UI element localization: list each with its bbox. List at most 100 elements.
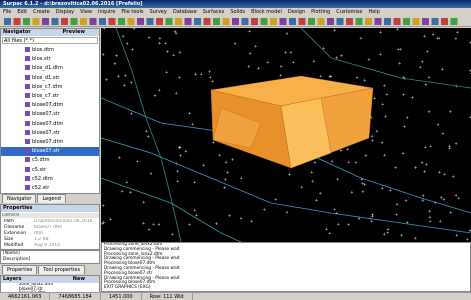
menu-item[interactable]: Design (288, 9, 305, 15)
file-icon (25, 47, 30, 52)
point-marker: + (394, 165, 397, 170)
menu-item[interactable]: Plotting (311, 9, 330, 15)
file-item[interactable]: blox_d1.dtm (1, 64, 99, 73)
point-marker: + (142, 199, 145, 204)
file-item[interactable]: blox.dtm (1, 46, 99, 55)
point-marker: + (386, 230, 389, 235)
point-marker: + (158, 41, 161, 46)
toolbar-button[interactable] (166, 18, 173, 25)
menu-item[interactable]: Block model (251, 9, 282, 15)
file-item[interactable]: c52.dtm (1, 175, 99, 184)
toolbar-button[interactable] (251, 18, 258, 25)
point-marker: + (383, 83, 386, 88)
menu-item[interactable]: Solids (230, 9, 245, 15)
menu-item[interactable]: File (3, 9, 11, 15)
file-item[interactable]: c5.str (1, 166, 99, 175)
toolbar-button[interactable] (156, 18, 163, 25)
toolbar-button[interactable] (14, 18, 21, 25)
point-marker: + (427, 109, 430, 114)
file-item[interactable]: bloxe07.dtm (1, 101, 99, 110)
menu-item[interactable]: Help (368, 9, 379, 15)
toolbar-button[interactable] (318, 18, 325, 25)
toolbar-button[interactable] (137, 18, 144, 25)
tab[interactable]: Navigator (2, 194, 36, 203)
toolbar-button[interactable] (346, 18, 353, 25)
toolbar-button[interactable] (90, 18, 97, 25)
point-marker: + (381, 102, 384, 107)
toolbar-button[interactable] (128, 18, 135, 25)
toolbar-button[interactable] (52, 18, 59, 25)
toolbar-button[interactable] (204, 18, 211, 25)
toolbar-button[interactable] (441, 18, 448, 25)
toolbar-button[interactable] (403, 18, 410, 25)
menu-item[interactable]: Inquire (98, 9, 115, 15)
point-marker: + (152, 221, 155, 226)
toolbar-button[interactable] (42, 18, 49, 25)
toolbar-button[interactable] (71, 18, 78, 25)
toolbar-button[interactable] (99, 18, 106, 25)
toolbar-button[interactable] (337, 18, 344, 25)
toolbar-button[interactable] (147, 18, 154, 25)
toolbar-button[interactable] (289, 18, 296, 25)
toolbar-button[interactable] (432, 18, 439, 25)
toolbar-button[interactable] (261, 18, 268, 25)
file-item[interactable]: blox_c7.str (1, 92, 99, 101)
file-item[interactable]: bloxe07.str (1, 110, 99, 119)
tab[interactable]: Tool properties (38, 265, 85, 274)
point-marker: + (315, 198, 318, 203)
menu-item[interactable]: Create (33, 9, 50, 15)
toolbar-button[interactable] (413, 18, 420, 25)
toolbar-button[interactable] (175, 18, 182, 25)
filter-box[interactable]: All files (*.*) (2, 37, 98, 44)
menu-item[interactable]: Database (173, 9, 197, 15)
toolbar-button[interactable] (356, 18, 363, 25)
file-item[interactable]: c5.dtm (1, 156, 99, 165)
point-marker: + (379, 30, 382, 35)
toolbar-button[interactable] (365, 18, 372, 25)
menu-item[interactable]: File tools (121, 9, 143, 15)
toolbar-button[interactable] (61, 18, 68, 25)
toolbar-button[interactable] (422, 18, 429, 25)
toolbar-button[interactable] (375, 18, 382, 25)
file-item[interactable]: bloxe07.str (1, 147, 99, 156)
menu-item[interactable]: View (80, 9, 92, 15)
menu-item[interactable]: Surfaces (203, 9, 225, 15)
toolbar-button[interactable] (270, 18, 277, 25)
status-field: 4662161.063 (0, 293, 50, 300)
file-item[interactable]: c52.str (1, 184, 99, 193)
file-item[interactable]: bloxe07.dtm (1, 120, 99, 129)
menu-item[interactable]: Survey (149, 9, 166, 15)
toolbar-button[interactable] (242, 18, 249, 25)
toolbar-button[interactable] (185, 18, 192, 25)
toolbar-button[interactable] (384, 18, 391, 25)
toolbar-button[interactable] (118, 18, 125, 25)
toolbar-button[interactable] (232, 18, 239, 25)
file-item[interactable]: blox.str (1, 55, 99, 64)
toolbar-button[interactable] (223, 18, 230, 25)
toolbar-button[interactable] (33, 18, 40, 25)
menu-item[interactable]: Customise (336, 9, 362, 15)
file-item[interactable]: bloxe07.dtm (1, 138, 99, 147)
toolbar-button[interactable] (213, 18, 220, 25)
toolbar-button[interactable] (23, 18, 30, 25)
point-marker: + (337, 221, 340, 226)
file-item[interactable]: blox_c7.dtm (1, 83, 99, 92)
toolbar-button[interactable] (280, 18, 287, 25)
toolbar-button[interactable] (4, 18, 11, 25)
toolbar-button[interactable] (308, 18, 315, 25)
menu-item[interactable]: Edit (17, 9, 27, 15)
toolbar-button[interactable] (80, 18, 87, 25)
file-item[interactable]: bloxe07.str (1, 129, 99, 138)
new-layer-button[interactable]: New (73, 276, 85, 283)
file-item[interactable]: blox_d1.str (1, 74, 99, 83)
toolbar-button[interactable] (194, 18, 201, 25)
tab[interactable]: Legend (37, 194, 65, 203)
toolbar-button[interactable] (327, 18, 334, 25)
menu-item[interactable]: Display (56, 9, 74, 15)
toolbar-button[interactable] (394, 18, 401, 25)
tab[interactable]: Properties (2, 265, 37, 274)
point-marker: + (146, 134, 149, 139)
toolbar-button[interactable] (451, 18, 458, 25)
toolbar-button[interactable] (109, 18, 116, 25)
toolbar-button[interactable] (299, 18, 306, 25)
